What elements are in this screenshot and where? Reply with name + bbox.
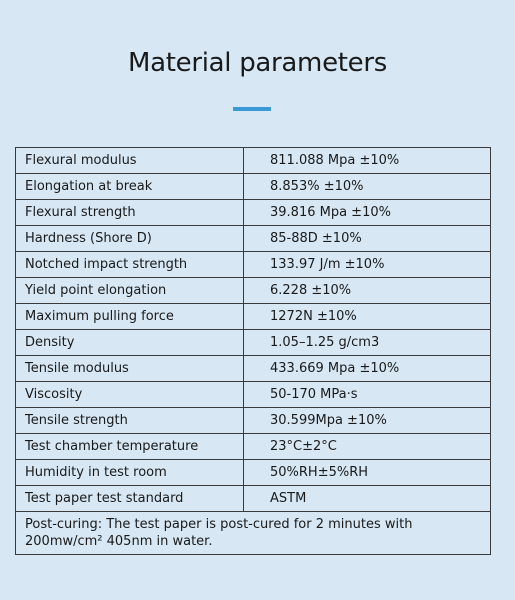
parameter-name: Flexural strength (15, 199, 244, 226)
table-row: Humidity in test room 50%RH±5%RH (15, 459, 491, 486)
table-row: Tensile strength 30.599Mpa ±10% (15, 407, 491, 434)
parameter-value: 50%RH±5%RH (243, 459, 491, 486)
table-row: Maximum pulling force 1272N ±10% (15, 303, 491, 330)
parameter-value: 50-170 MPa·s (243, 381, 491, 408)
table-row: Elongation at break 8.853% ±10% (15, 173, 491, 200)
table-row: Flexural modulus 811.088 Mpa ±10% (15, 147, 491, 174)
footnote-row: Post-curing: The test paper is post-cure… (15, 511, 491, 555)
parameter-value: ASTM (243, 485, 491, 512)
parameter-name: Humidity in test room (15, 459, 244, 486)
parameter-name: Density (15, 329, 244, 356)
parameter-value: 6.228 ±10% (243, 277, 491, 304)
table-row: Notched impact strength 133.97 J/m ±10% (15, 251, 491, 278)
table-row: Density 1.05–1.25 g/cm3 (15, 329, 491, 356)
table-row: Test paper test standard ASTM (15, 485, 491, 512)
parameter-value: 1.05–1.25 g/cm3 (243, 329, 491, 356)
parameter-name: Maximum pulling force (15, 303, 244, 330)
parameter-name: Viscosity (15, 381, 244, 408)
parameter-name: Yield point elongation (15, 277, 244, 304)
table-row: Hardness (Shore D) 85-88D ±10% (15, 225, 491, 252)
parameter-value: 39.816 Mpa ±10% (243, 199, 491, 226)
parameter-value: 433.669 Mpa ±10% (243, 355, 491, 382)
parameter-name: Test chamber temperature (15, 433, 244, 460)
table-row: Viscosity 50-170 MPa·s (15, 381, 491, 408)
parameter-name: Flexural modulus (15, 147, 244, 174)
parameter-name: Elongation at break (15, 173, 244, 200)
table-row: Tensile modulus 433.669 Mpa ±10% (15, 355, 491, 382)
parameter-value: 133.97 J/m ±10% (243, 251, 491, 278)
footnote: Post-curing: The test paper is post-cure… (15, 511, 491, 555)
parameter-value: 30.599Mpa ±10% (243, 407, 491, 434)
parameter-name: Test paper test standard (15, 485, 244, 512)
parameter-value: 1272N ±10% (243, 303, 491, 330)
parameter-value: 8.853% ±10% (243, 173, 491, 200)
title: Material parameters (128, 48, 387, 78)
title-underline (233, 107, 271, 111)
parameter-name: Notched impact strength (15, 251, 244, 278)
parameter-name: Tensile strength (15, 407, 244, 434)
parameter-value: 811.088 Mpa ±10% (243, 147, 491, 174)
parameter-name: Hardness (Shore D) (15, 225, 244, 252)
parameter-value: 85-88D ±10% (243, 225, 491, 252)
parameter-name: Tensile modulus (15, 355, 244, 382)
parameter-value: 23°C±2°C (243, 433, 491, 460)
table-row: Yield point elongation 6.228 ±10% (15, 277, 491, 304)
table-row: Test chamber temperature 23°C±2°C (15, 433, 491, 460)
table-row: Flexural strength 39.816 Mpa ±10% (15, 199, 491, 226)
parameter-table: Flexural modulus 811.088 Mpa ±10% Elongati… (15, 147, 491, 555)
